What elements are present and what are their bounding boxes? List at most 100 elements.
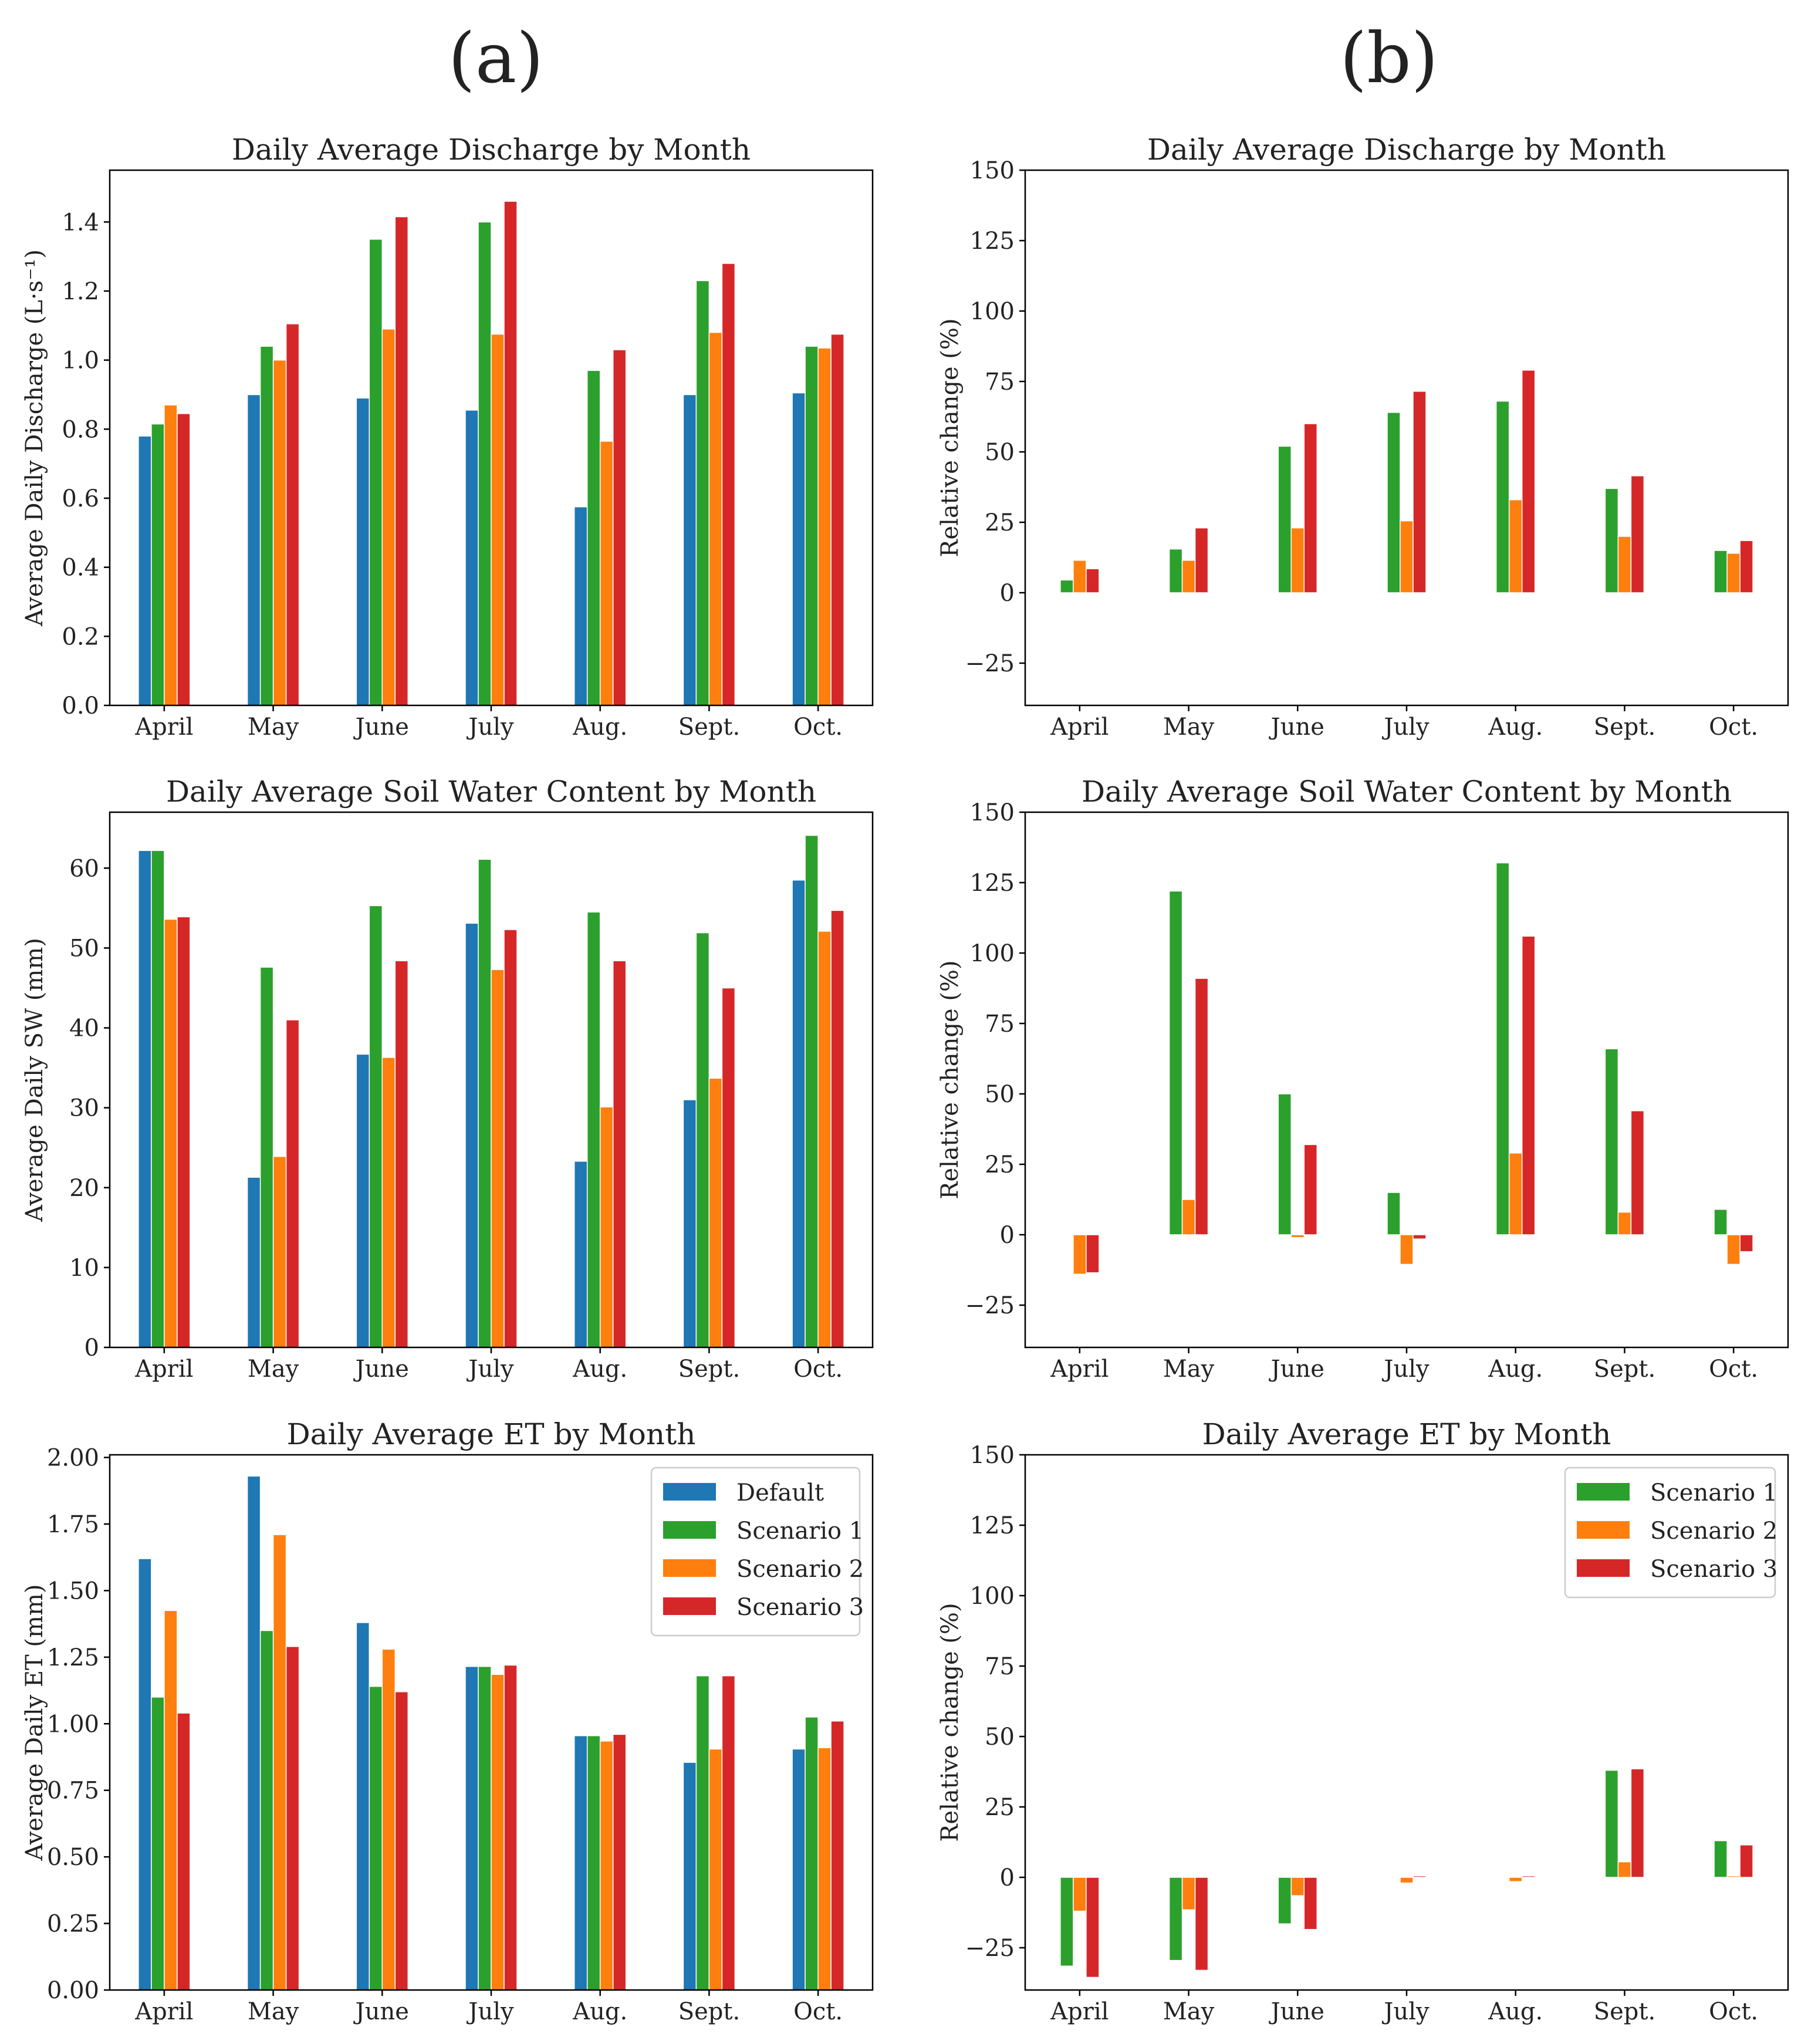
chart-a-discharge: Daily Average Discharge by Month Average … (21, 133, 874, 741)
chart-a-soilwater-xtick-label: July (466, 1356, 514, 1383)
chart-a-soilwater-bar-scenario-3-sept (721, 987, 736, 1348)
chart-a-et-bar-scenario-3-oct (830, 1720, 844, 1991)
chart-a-et-bar-default-aug (573, 1735, 588, 1991)
chart-b-et-bar-scenario-1-oct (1714, 1840, 1728, 1878)
chart-b-soilwater-ytick-label: 100 (970, 940, 1015, 967)
chart-a-discharge-bar-scenario-1-oct (805, 346, 819, 706)
chart-b-soilwater-frame (1024, 811, 1789, 1349)
chart-a-et-bar-scenario-3-sept (721, 1675, 736, 1991)
chart-a-discharge-bar-scenario-1-may (259, 346, 274, 706)
chart-b-discharge-bar-scenario-3-oct (1739, 540, 1753, 593)
chart-a-et-ytick-label: 0.75 (47, 1778, 99, 1805)
chart-b-soilwater-bar-scenario-3-sept (1630, 1110, 1645, 1235)
chart-a-soilwater-ytick-label: 20 (69, 1175, 99, 1202)
chart-b-et-legend: Scenario 1 Scenario 2 Scenario 3 (1564, 1467, 1777, 1599)
chart-b-et-xtick-label: May (1163, 1998, 1215, 2025)
chart-b-soilwater-xtick-label: June (1269, 1356, 1324, 1383)
chart-b-et-bar-scenario-2-oct (1726, 1875, 1741, 1878)
chart-b-discharge-ytick-label: −25 (965, 650, 1015, 677)
chart-b-discharge-ylabel: Relative change (%) (937, 318, 964, 557)
chart-b-et-bar-scenario-1-april (1060, 1877, 1074, 1967)
chart-b-discharge-bar-scenario-2-june (1290, 527, 1305, 593)
chart-a-soilwater-frame (109, 811, 874, 1349)
chart-a-discharge-bar-scenario-3-sept (721, 263, 736, 706)
chart-a-discharge-ytick-label: 1.2 (62, 278, 99, 305)
chart-b-et-legend-label-scenario-3: Scenario 3 (1650, 1556, 1777, 1583)
chart-b-discharge-bar-scenario-2-sept (1617, 536, 1632, 593)
chart-a-et-bar-default-june (356, 1622, 370, 1991)
chart-b-soilwater-ytick-label: 0 (1000, 1222, 1015, 1249)
chart-a-et-bar-scenario-2-oct (817, 1747, 832, 1991)
chart-b-et-bar-scenario-3-july (1412, 1875, 1427, 1878)
chart-b-et-bar-scenario-3-june (1303, 1877, 1318, 1930)
chart-b-discharge-bar-scenario-2-april (1073, 560, 1087, 593)
chart-b-soilwater-title: Daily Average Soil Water Content by Mont… (1082, 775, 1732, 809)
chart-b-discharge-bar-scenario-3-april (1086, 568, 1100, 593)
chart-a-discharge-title: Daily Average Discharge by Month (232, 133, 751, 167)
chart-b-soilwater-ytick-label: 125 (970, 870, 1015, 897)
chart-a-discharge-bar-scenario-3-july (503, 201, 518, 706)
chart-a-et-legend-swatch-default (663, 1483, 716, 1501)
chart-b-soilwater-bar-scenario-2-may (1181, 1199, 1196, 1235)
chart-a-soilwater-xtick-label: June (353, 1356, 409, 1383)
chart-a-et-bar-scenario-2-july (491, 1674, 505, 1991)
chart-a-discharge-bar-scenario-1-sept (695, 280, 710, 706)
chart-b-discharge-xtick-label: Oct. (1709, 714, 1758, 741)
chart-b-soilwater-bar-scenario-2-july (1400, 1234, 1414, 1265)
chart-a-soilwater-bar-scenario-1-may (259, 967, 274, 1348)
chart-a-et-bar-scenario-2-sept (708, 1748, 723, 1991)
chart-b-et-ytick-label: 100 (970, 1583, 1015, 1610)
chart-b-et-xtick-label: July (1381, 1998, 1429, 2025)
chart-a-et-ytick-label: 1.75 (47, 1511, 99, 1538)
chart-a-et-frame (109, 1454, 874, 1991)
chart-a-et-legend-box (650, 1467, 861, 1637)
chart-a-discharge-xtick-label: May (248, 714, 299, 741)
chart-a-et-bar-scenario-3-may (285, 1646, 300, 1991)
chart-a-et-legend-swatch-scenario-2 (663, 1559, 716, 1577)
chart-b-discharge-bar-scenario-1-sept (1604, 488, 1619, 593)
chart-a-soilwater-xtick-label: Oct. (793, 1356, 843, 1383)
chart-b-soilwater-xtick-label: Sept. (1594, 1356, 1655, 1383)
chart-a-et-xtick-label: Oct. (793, 1998, 843, 2025)
chart-b-et-frame (1024, 1454, 1789, 1991)
chart-b-et-ytick-label: −25 (965, 1935, 1015, 1962)
chart-a-et-ytick-label: 1.50 (47, 1577, 99, 1604)
chart-a-soilwater-bar-scenario-1-aug (586, 911, 601, 1348)
chart-b-et-ytick-label: 0 (1000, 1864, 1015, 1891)
chart-a-soilwater-ytick-label: 30 (69, 1095, 99, 1122)
chart-b-discharge-ytick-label: 75 (985, 369, 1015, 396)
chart-b-soilwater-bar-scenario-2-oct (1726, 1234, 1741, 1265)
chart-a-discharge-xtick-label: Aug. (572, 714, 627, 741)
chart-a-discharge-bar-scenario-2-aug (599, 441, 614, 706)
chart-a-discharge-ytick-label: 0.8 (62, 416, 99, 443)
chart-a-discharge-bar-scenario-3-oct (830, 333, 844, 706)
chart-a-et-bar-scenario-2-april (164, 1610, 178, 1991)
chart-a-soilwater-bar-default-may (246, 1177, 261, 1348)
chart-b-et-xtick-label: June (1269, 1998, 1324, 2025)
chart-a-soilwater-ytick-label: 50 (69, 935, 99, 962)
chart-a-et-bar-default-may (246, 1475, 261, 1991)
chart-b-soilwater-xtick-label: April (1050, 1356, 1109, 1383)
chart-a-soilwater-ylabel: Average Daily SW (mm) (21, 938, 48, 1222)
chart-a-discharge-ytick-label: 1.0 (62, 347, 99, 374)
chart-b-discharge-ytick-label: 100 (970, 298, 1015, 325)
chart-b-soilwater-bar-scenario-2-june (1290, 1234, 1305, 1238)
chart-a-soilwater-title: Daily Average Soil Water Content by Mont… (166, 775, 816, 809)
chart-a-discharge-bar-scenario-3-may (285, 323, 300, 706)
chart-a-discharge-bar-scenario-2-oct (817, 347, 832, 706)
chart-b-discharge-xtick-label: Sept. (1594, 714, 1655, 741)
panel-label-b: (b) (1340, 18, 1438, 99)
chart-a-soilwater-ytick-label: 60 (69, 855, 99, 882)
chart-a-discharge-xtick-label: Oct. (793, 714, 843, 741)
chart-a-discharge-bar-scenario-3-april (177, 413, 191, 706)
chart-a-soilwater-bar-scenario-2-aug (599, 1106, 614, 1348)
chart-a-discharge-xtick-label: Sept. (678, 714, 740, 741)
chart-a-et-bar-scenario-3-june (394, 1691, 409, 1991)
chart-b-et-legend-label-scenario-2: Scenario 2 (1650, 1518, 1777, 1545)
chart-b-et-bar-scenario-2-july (1400, 1877, 1414, 1884)
chart-b-discharge-title: Daily Average Discharge by Month (1147, 133, 1666, 167)
chart-b-et-bar-scenario-1-may (1168, 1877, 1183, 1961)
chart-b-soilwater-xtick-label: May (1163, 1356, 1215, 1383)
chart-a-et-xtick-label: May (248, 1998, 299, 2025)
chart-a-soilwater: Daily Average Soil Water Content by Mont… (21, 775, 874, 1383)
